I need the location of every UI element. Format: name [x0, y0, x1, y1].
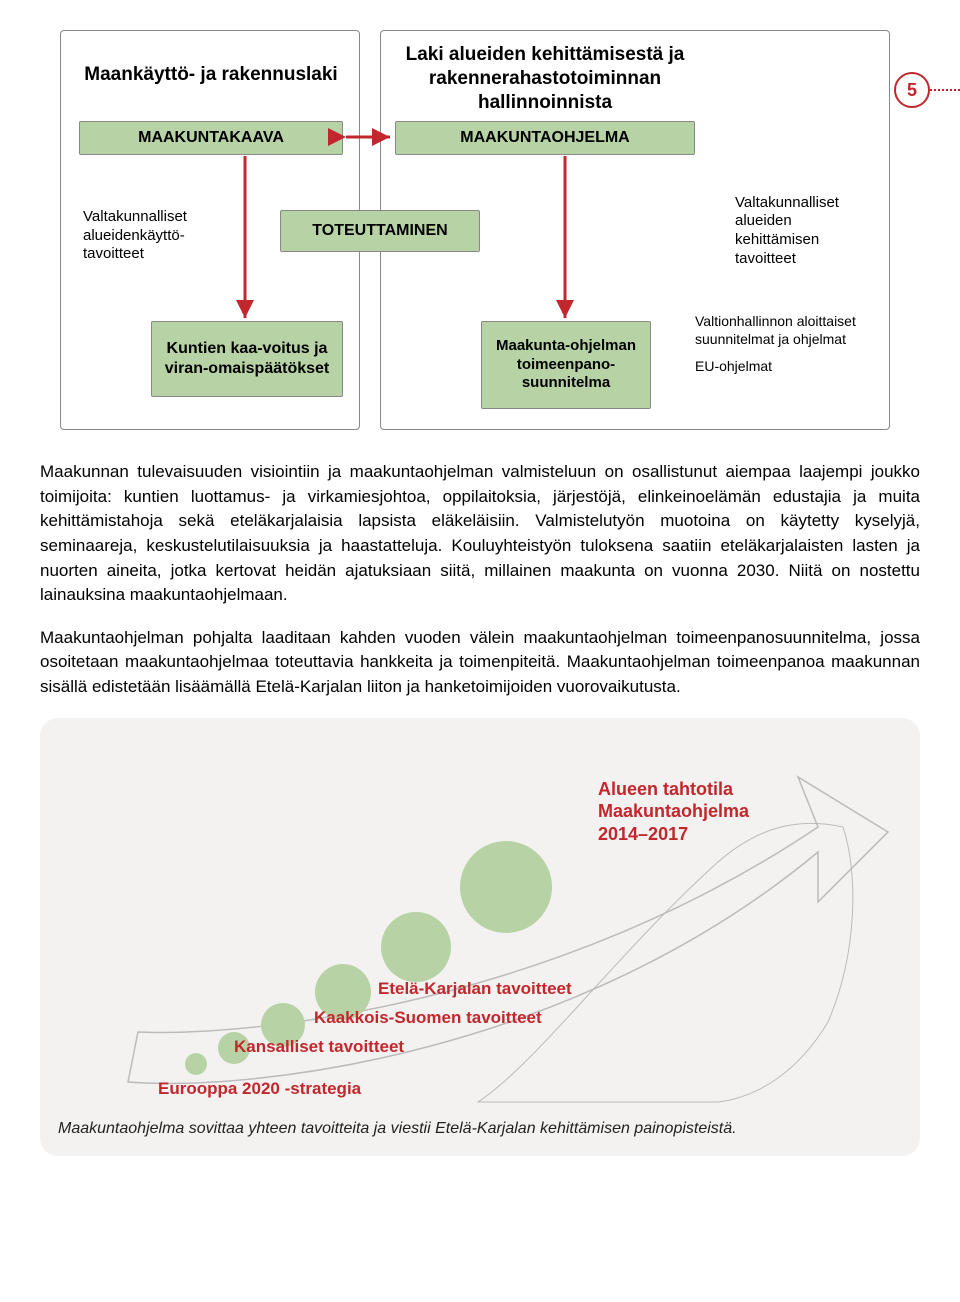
diagram2-caption: Maakuntaohjelma sovittaa yhteen tavoitte…	[58, 1120, 902, 1138]
d2-title-line1: Alueen tahtotila	[598, 778, 749, 801]
bubble-4	[381, 912, 451, 982]
d2-title-line2: Maakuntaohjelma	[598, 800, 749, 823]
d2-title: Alueen tahtotila Maakuntaohjelma 2014–20…	[598, 778, 749, 846]
d2-label-1: Etelä-Karjalan tavoitteet	[378, 978, 572, 999]
d2-label-2: Kaakkois-Suomen tavoitteet	[314, 1007, 542, 1028]
org-diagram: Maankäyttö- ja rakennuslaki MAAKUNTAKAAV…	[60, 30, 900, 430]
bubble-0	[185, 1053, 207, 1075]
body-text: Maakunnan tulevaisuuden visiointiin ja m…	[40, 460, 920, 700]
d2-label-4: Eurooppa 2020 -strategia	[158, 1078, 361, 1099]
goal-diagram-wrap: Alueen tahtotila Maakuntaohjelma 2014–20…	[40, 718, 920, 1156]
d2-label-3: Kansalliset tavoitteet	[234, 1036, 404, 1057]
paragraph-2: Maakuntaohjelman pohjalta laaditaan kahd…	[40, 626, 920, 700]
d2-title-line3: 2014–2017	[598, 823, 749, 846]
goal-diagram: Alueen tahtotila Maakuntaohjelma 2014–20…	[58, 732, 902, 1112]
diagram1-arrows	[60, 30, 900, 430]
center-toteuttaminen: TOTEUTTAMINEN	[280, 210, 480, 252]
bubble-5	[460, 841, 552, 933]
page-number-dots	[930, 89, 960, 91]
paragraph-1: Maakunnan tulevaisuuden visiointiin ja m…	[40, 460, 920, 608]
